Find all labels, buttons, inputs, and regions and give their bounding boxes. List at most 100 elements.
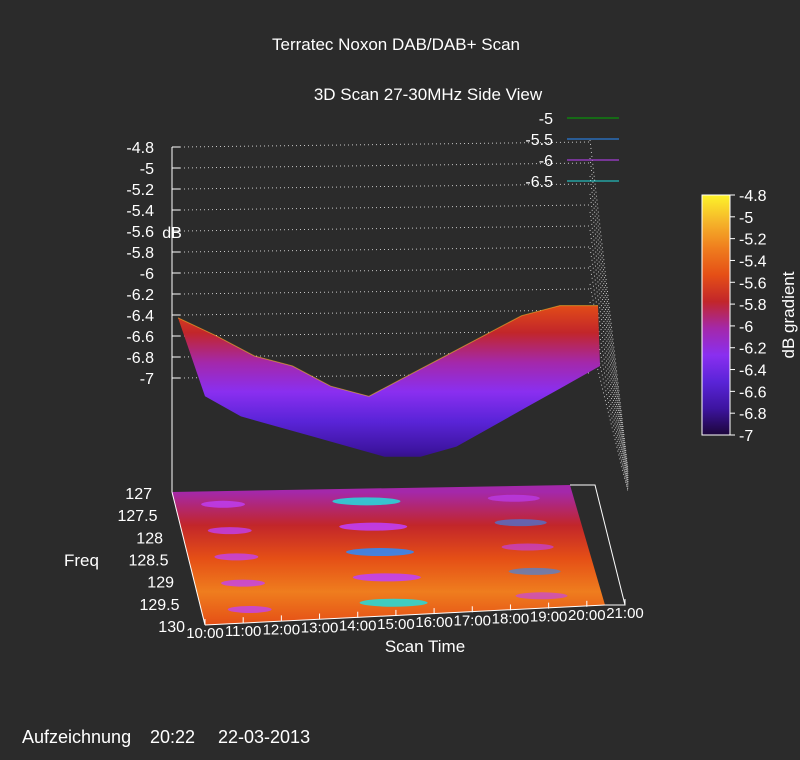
legend-label: -6.5: [525, 174, 553, 191]
freq-tick-label: 130: [158, 619, 185, 636]
freq-tick-label: 129: [147, 575, 174, 592]
z-grid-line: [179, 141, 591, 148]
heatmap-contour: [214, 553, 259, 561]
heatmap-contour: [346, 548, 415, 557]
z-grid-line: [589, 211, 629, 479]
legend-label: -6: [539, 153, 553, 170]
base-edge-front: [204, 604, 606, 626]
colorbar-tick-label: -6.8: [739, 406, 767, 423]
z-tick-label: -6.4: [126, 308, 154, 325]
colorbar-tick-label: -6.6: [739, 384, 767, 401]
heatmap-contour: [487, 494, 540, 502]
z-grid-line: [179, 225, 591, 232]
heatmap-contour: [227, 605, 272, 613]
z-axis-ticks: -4.8 -5 -5.2 -5.4 -5.6 -5.8 -6 -6.2 -6.4 -6.6 -6.8…: [126, 140, 180, 388]
time-tick-label: 12:00: [263, 621, 301, 638]
z-grid-line: [179, 162, 591, 169]
footer-time: 20:22: [150, 727, 196, 747]
time-tick-label: 17:00: [453, 612, 491, 629]
heatmap-contour: [501, 543, 554, 551]
time-axis-ticks: 10:00 11:00 12:00 13:00 14:00 15:00 16:00 17:00…: [186, 599, 644, 642]
heatmap-contour: [221, 579, 266, 587]
x-axis-label: Scan Time: [385, 637, 465, 656]
z-grid: [179, 139, 629, 493]
z-tick-label: -5: [140, 161, 154, 178]
colorbar-ticks: -4.8 -5 -5.2 -5.4 -5.6 -5.8 -6 -6.2 -6.4 -6.6 -6.8…: [730, 188, 767, 445]
time-tick-label: 14:00: [339, 618, 377, 635]
freq-tick-label: 128.5: [128, 553, 168, 570]
freq-tick-label: 127: [125, 486, 152, 503]
time-tick-label: 18:00: [492, 610, 530, 627]
chart-title: Terratec Noxon DAB/DAB+ Scan: [272, 35, 520, 54]
heatmap-contour: [339, 522, 408, 531]
heatmap-contour: [332, 497, 401, 506]
heatmap-contour: [201, 500, 246, 508]
freq-tick-label: 127.5: [117, 508, 157, 525]
time-tick-label: 11:00: [225, 623, 261, 640]
time-tick-label: 13:00: [301, 620, 339, 637]
colorbar-tick-label: -7: [739, 428, 753, 445]
z-tick-label: -4.8: [126, 140, 154, 157]
time-tick-label: 15:00: [377, 616, 415, 633]
z-grid-line: [179, 330, 591, 337]
y-axis-label: Freq: [64, 551, 99, 570]
legend-label: -5: [539, 111, 553, 128]
colorbar-tick-label: -5: [739, 210, 753, 227]
colorbar-tick-label: -5.2: [739, 232, 767, 249]
time-tick-label: 20:00: [568, 607, 606, 624]
z-tick-label: -5.8: [126, 245, 154, 262]
colorbar-tick-label: -5.4: [739, 253, 767, 270]
time-tick-label: 21:00: [606, 605, 644, 622]
surface-3d: [178, 305, 600, 457]
colorbar-tick-label: -6.4: [739, 363, 767, 380]
z-tick-label: -5.4: [126, 203, 154, 220]
time-tick-label: 16:00: [415, 614, 453, 631]
z-grid-line: [589, 265, 629, 485]
z-axis-label: dB: [162, 225, 182, 242]
footer-label: Aufzeichnung: [22, 727, 132, 747]
colorbar-label: dB gradient: [779, 271, 798, 358]
heatmap-contour: [352, 573, 421, 582]
freq-tick-label: 129.5: [139, 597, 179, 614]
colorbar: [701, 194, 731, 436]
z-tick-label: -6.2: [126, 287, 154, 304]
z-grid-line: [589, 337, 629, 493]
z-tick-label: -5.2: [126, 182, 154, 199]
colorbar-tick-label: -6.2: [739, 341, 767, 358]
z-grid-line: [179, 183, 591, 190]
heatmap-contour: [359, 598, 428, 607]
legend-label: -5.5: [525, 132, 553, 149]
z-grid-line: [179, 246, 591, 253]
freq-tick-label: 128: [136, 530, 163, 547]
heatmap-contour: [515, 592, 568, 600]
z-grid-line: [179, 204, 591, 211]
z-tick-label: -5.6: [126, 224, 154, 241]
base-edge-left: [171, 491, 206, 626]
heatmap-contour: [494, 519, 547, 527]
heatmap-contour: [207, 527, 252, 535]
z-grid-line: [179, 288, 591, 295]
heatmap-contour-bands: [201, 494, 568, 613]
colorbar-tick-label: -6: [739, 319, 753, 336]
colorbar-tick-label: -5.6: [739, 275, 767, 292]
surface-ridge: [177, 305, 598, 397]
z-tick-label: -7: [140, 371, 154, 388]
footer-date: 22-03-2013: [218, 727, 311, 747]
base-edge-right: [570, 484, 626, 606]
z-tick-label: -6: [140, 266, 154, 283]
z-grid-line: [589, 157, 629, 473]
colorbar-tick-label: -5.8: [739, 297, 767, 314]
freq-axis-ticks: 127 127.5 128 128.5 129 129.5 130: [117, 486, 185, 636]
chart-subtitle: 3D Scan 27-30MHz Side View: [314, 85, 543, 104]
time-tick-label: 19:00: [530, 609, 568, 626]
z-tick-label: -6.6: [126, 329, 154, 346]
contour-legend: -5 -5.5 -6 -6.5: [525, 111, 619, 191]
z-grid-line: [589, 139, 629, 471]
z-grid-line: [179, 267, 591, 274]
heatmap-contour: [508, 567, 561, 575]
colorbar-tick-label: -4.8: [739, 188, 767, 205]
z-grid-line: [179, 309, 591, 316]
z-tick-label: -6.8: [126, 350, 154, 367]
time-tick-label: 10:00: [186, 625, 224, 642]
